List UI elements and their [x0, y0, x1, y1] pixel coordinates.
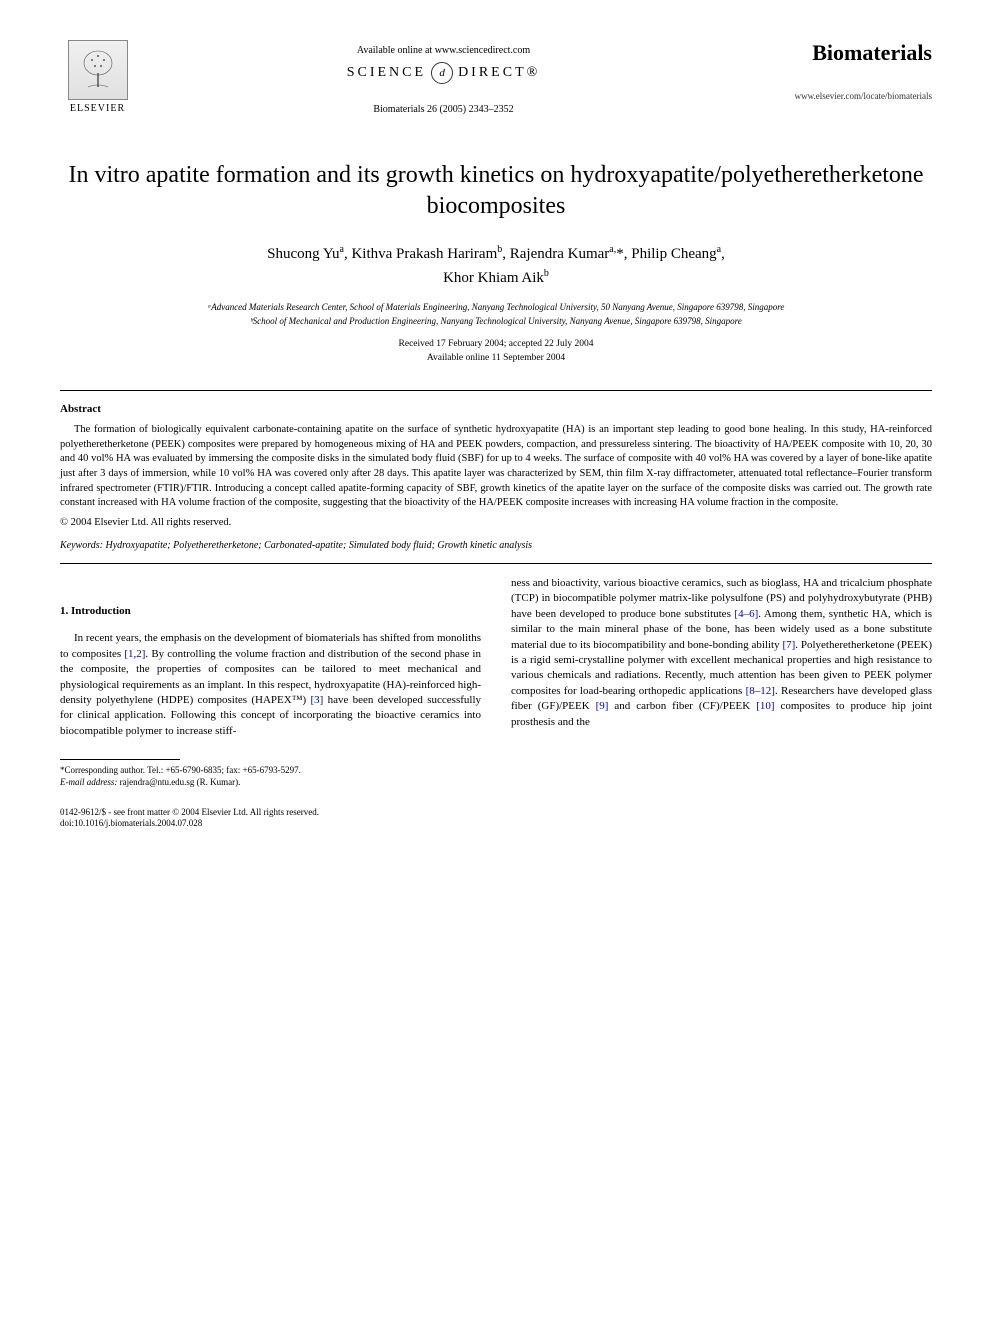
footer-doi: doi:10.1016/j.biomaterials.2004.07.028: [60, 818, 481, 830]
corr-email-line: E-mail address: rajendra@ntu.edu.sg (R. …: [60, 777, 481, 789]
elsevier-tree-icon: [68, 40, 128, 100]
journal-reference: Biomaterials 26 (2005) 2343–2352: [135, 104, 752, 115]
authors-list: Shucong Yua, Kithva Prakash Hariramb, Ra…: [60, 242, 932, 289]
available-online-text: Available online at www.sciencedirect.co…: [135, 45, 752, 56]
ref-link[interactable]: [10]: [756, 700, 774, 712]
divider: [60, 563, 932, 564]
ref-link[interactable]: [1,2]: [124, 648, 145, 660]
ref-link[interactable]: [4–6]: [734, 608, 758, 620]
corr-author-line: *Corresponding author. Tel.: +65-6790-68…: [60, 765, 481, 777]
article-title: In vitro apatite formation and its growt…: [60, 160, 932, 222]
column-left: 1. Introduction In recent years, the emp…: [60, 576, 481, 830]
received-date: Received 17 February 2004; accepted 22 J…: [60, 338, 932, 351]
corresponding-author-footnote: *Corresponding author. Tel.: +65-6790-68…: [60, 765, 481, 788]
keywords-label: Keywords:: [60, 540, 103, 551]
intro-paragraph-1-cont: ness and bioactivity, various bioactive …: [511, 576, 932, 730]
affiliations: ᵃAdvanced Materials Research Center, Sch…: [60, 301, 932, 328]
journal-name: Biomaterials: [752, 40, 932, 66]
abstract-heading: Abstract: [60, 403, 932, 415]
elsevier-text: ELSEVIER: [70, 103, 125, 114]
online-date: Available online 11 September 2004: [60, 352, 932, 365]
keywords-text: Hydroxyapatite; Polyetheretherketone; Ca…: [103, 540, 532, 551]
ref-link[interactable]: [9]: [596, 700, 609, 712]
intro-heading: 1. Introduction: [60, 604, 481, 619]
article-dates: Received 17 February 2004; accepted 22 J…: [60, 338, 932, 365]
page-header: ELSEVIER Available online at www.science…: [60, 40, 932, 125]
ref-link[interactable]: [3]: [310, 694, 323, 706]
footer-lines: 0142-9612/$ - see front matter © 2004 El…: [60, 807, 481, 830]
sd-right: DIRECT®: [458, 65, 540, 81]
ref-link[interactable]: [7]: [782, 639, 795, 651]
intro-paragraph-1: In recent years, the emphasis on the dev…: [60, 631, 481, 739]
column-right: ness and bioactivity, various bioactive …: [511, 576, 932, 830]
right-header: Biomaterials www.elsevier.com/locate/bio…: [752, 40, 932, 101]
sd-left: SCIENCE: [347, 65, 426, 81]
affiliation-a: ᵃAdvanced Materials Research Center, Sch…: [60, 301, 932, 315]
keywords-line: Keywords: Hydroxyapatite; Polyetherether…: [60, 540, 932, 551]
ref-link[interactable]: [8–12]: [746, 685, 775, 697]
divider: [60, 390, 932, 391]
footnote-separator: [60, 759, 180, 760]
journal-url[interactable]: www.elsevier.com/locate/biomaterials: [752, 91, 932, 101]
abstract-copyright: © 2004 Elsevier Ltd. All rights reserved…: [60, 517, 932, 528]
affiliation-b: ᵇSchool of Mechanical and Production Eng…: [60, 315, 932, 329]
abstract-body: The formation of biologically equivalent…: [60, 423, 932, 511]
elsevier-logo: ELSEVIER: [60, 40, 135, 125]
footer-front-matter: 0142-9612/$ - see front matter © 2004 El…: [60, 807, 481, 819]
sd-circle-icon: d: [431, 62, 453, 84]
body-columns: 1. Introduction In recent years, the emp…: [60, 576, 932, 830]
sciencedirect-logo: SCIENCE d DIRECT®: [347, 62, 541, 84]
center-header: Available online at www.sciencedirect.co…: [135, 40, 752, 115]
